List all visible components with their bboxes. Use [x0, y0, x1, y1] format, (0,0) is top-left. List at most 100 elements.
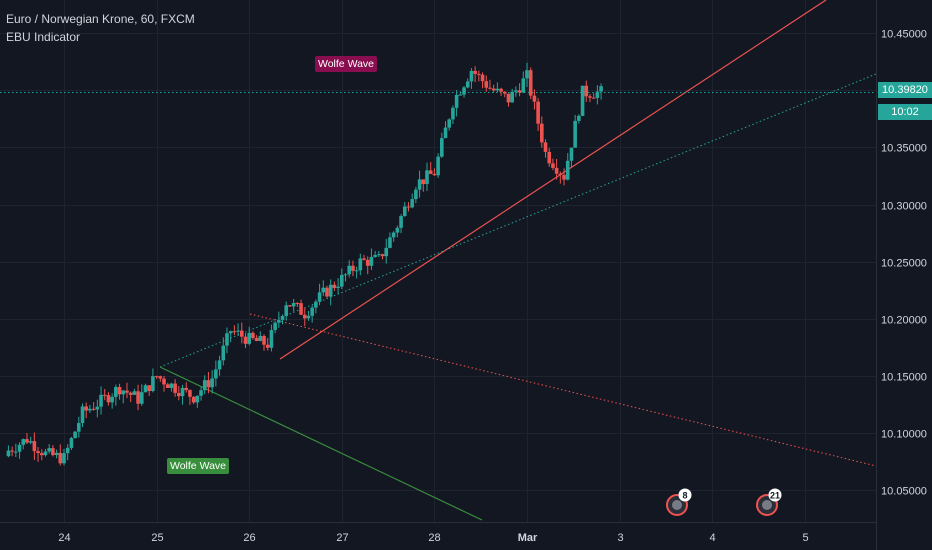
trend-line-green-solid[interactable]	[159, 366, 483, 521]
candle-body	[180, 387, 185, 397]
candle-body	[136, 391, 140, 404]
candle-body	[406, 206, 411, 208]
candle-body	[258, 335, 263, 341]
candle-body	[495, 88, 500, 91]
candle-body	[543, 142, 548, 152]
candle-body	[17, 444, 22, 452]
time-tick-label: 5	[802, 532, 808, 544]
candle-body	[151, 376, 155, 392]
candle-body	[469, 70, 474, 82]
candle-body	[414, 189, 418, 200]
trend-line-teal-dotted[interactable]	[159, 73, 877, 368]
candle-body	[88, 408, 92, 411]
candle-body	[384, 247, 389, 257]
time-tick-label: 26	[243, 532, 255, 544]
candle-body	[143, 385, 148, 393]
event-count-bubble	[678, 488, 692, 502]
candle-body	[317, 292, 322, 302]
candle-body	[302, 314, 307, 319]
time-tick-label: Mar	[518, 532, 538, 544]
wolfe-wave-green-label[interactable]: Wolfe Wave	[167, 458, 230, 474]
candle-body	[191, 396, 196, 403]
candle-body	[562, 174, 566, 180]
grid	[0, 0, 876, 522]
candle-body	[510, 91, 514, 103]
candle-body	[39, 453, 44, 456]
candle-body	[447, 119, 452, 128]
candle-body	[58, 452, 63, 464]
price-tick-label: 10.15000	[881, 372, 927, 384]
time-tick-label: 25	[151, 532, 163, 544]
candle-body	[421, 179, 426, 185]
time-tick-label: 27	[336, 532, 348, 544]
candle-body	[291, 303, 296, 307]
candle-body	[595, 91, 600, 99]
candle-body	[210, 378, 214, 388]
candle-body	[158, 376, 163, 379]
candle-body	[206, 380, 211, 388]
candle-body	[540, 123, 544, 143]
candle-body	[502, 91, 507, 94]
candle-body	[451, 107, 455, 120]
candle-body	[417, 179, 422, 190]
candle-body	[347, 265, 352, 275]
candle-body	[380, 254, 385, 257]
candle-body	[102, 394, 107, 396]
candle-body	[243, 336, 248, 344]
event-count-label: 8	[682, 491, 687, 501]
candle-body	[558, 173, 563, 175]
trend-line-red-dotted[interactable]	[249, 313, 877, 467]
candle-body	[402, 206, 407, 217]
price-tick-label: 10.10000	[881, 429, 927, 441]
candle-body	[577, 115, 581, 121]
candle-body	[332, 284, 337, 288]
candle-body	[14, 451, 18, 453]
candle-body	[599, 86, 603, 92]
candle-body	[288, 305, 292, 307]
candle-body	[377, 254, 381, 256]
candle-body	[514, 90, 518, 92]
candle-body	[188, 390, 192, 397]
candle-body	[521, 78, 526, 93]
candle-body	[369, 256, 374, 266]
candle-body	[84, 406, 89, 411]
candles	[6, 62, 603, 466]
candle-body	[236, 330, 240, 332]
candle-body	[177, 392, 181, 397]
candle-body	[314, 301, 318, 308]
price-tick-label: 10.25000	[881, 258, 927, 270]
candle-body	[436, 156, 440, 176]
candle-body	[199, 390, 203, 396]
trend-line-red-upper[interactable]	[279, 0, 827, 360]
price-tick-label: 10.30000	[881, 201, 927, 213]
candle-body	[162, 378, 166, 385]
time-tick-label: 3	[617, 532, 623, 544]
time-tick-label: 24	[58, 532, 70, 544]
event-badges[interactable]: 8 21	[666, 488, 782, 516]
candle-body	[517, 90, 522, 93]
candle-body	[565, 160, 570, 180]
candle-body	[154, 376, 159, 378]
candle-body	[399, 216, 403, 228]
candle-body	[325, 287, 329, 297]
current-price-label: 10.39820	[878, 82, 932, 98]
candle-body	[25, 439, 29, 443]
candle-body	[506, 93, 511, 103]
candle-body	[591, 97, 596, 99]
candle-body	[273, 322, 277, 331]
trend-lines[interactable]	[0, 0, 877, 521]
candle-body	[395, 227, 400, 233]
wolfe-wave-red-label[interactable]: Wolfe Wave	[315, 56, 378, 72]
candle-body	[477, 73, 481, 75]
indicator-title[interactable]: EBU Indicator	[6, 30, 81, 44]
candle-body	[554, 167, 559, 174]
candle-body	[6, 450, 11, 457]
candle-body	[47, 448, 51, 452]
candle-body	[454, 94, 459, 108]
candle-body	[480, 74, 485, 82]
candle-body	[484, 81, 489, 88]
candle-body	[117, 387, 122, 395]
candle-body	[169, 383, 174, 388]
